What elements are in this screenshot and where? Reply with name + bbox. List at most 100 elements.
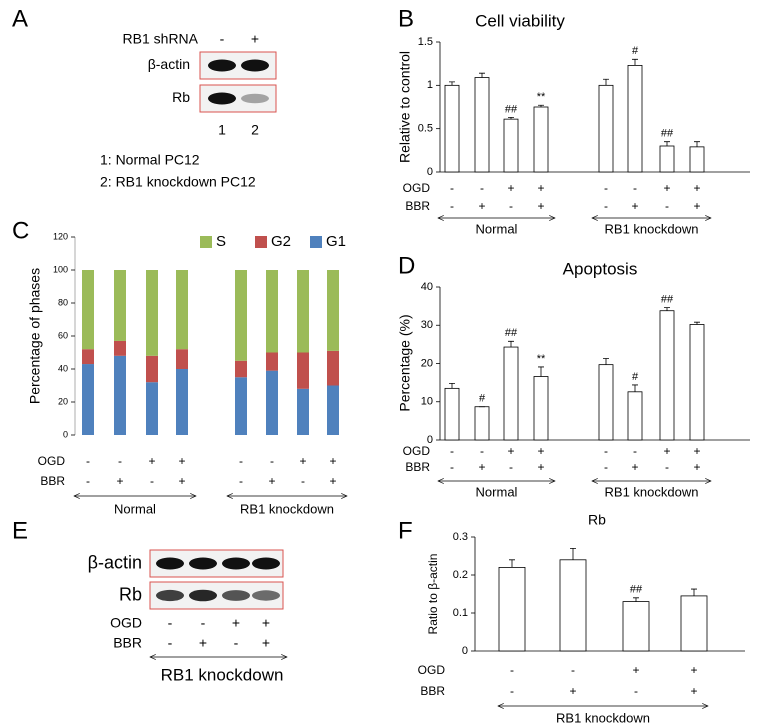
error-bar: [508, 117, 514, 120]
bar-segment: [146, 382, 158, 435]
blot-band: [241, 93, 269, 104]
significance-label: **: [537, 91, 546, 103]
blot-band: [222, 557, 250, 570]
significance-label: ##: [505, 327, 518, 339]
condition-sign: +: [507, 181, 514, 195]
error-bar: [538, 366, 544, 377]
bar-segment: [327, 350, 339, 386]
condition-sign: -: [450, 460, 454, 474]
y-tick-label: 30: [421, 319, 433, 331]
bar-segment: [297, 352, 309, 389]
blot-sign: +: [251, 31, 259, 47]
bar-segment: [114, 340, 126, 356]
condition-sign: +: [148, 454, 155, 468]
blot-row-label: Rb: [119, 584, 142, 604]
condition-sign: +: [478, 199, 485, 213]
condition-sign: -: [480, 444, 484, 458]
condition-sign: +: [329, 454, 336, 468]
group-label: RB1 knockdown: [240, 501, 334, 516]
bar-segment: [82, 364, 94, 435]
condition-sign: +: [268, 474, 275, 488]
significance-label: #: [632, 371, 639, 383]
blot-band: [252, 590, 280, 601]
chart-title: Rb: [588, 512, 606, 528]
bar-segment: [235, 377, 247, 435]
condition-sign: +: [537, 460, 544, 474]
bar: [444, 84, 460, 173]
y-tick-label: 0.5: [418, 123, 433, 135]
condition-sign: -: [509, 199, 513, 213]
bar-segment: [327, 385, 339, 435]
bar: [627, 391, 643, 441]
bar-segment: [82, 270, 94, 350]
panel-letter: C: [12, 217, 29, 244]
blot-note: 1: Normal PC12: [100, 152, 200, 168]
condition-sign: +: [329, 474, 336, 488]
bar-segment: [235, 360, 247, 378]
error-bar: [508, 340, 514, 348]
y-tick-label: 1: [427, 79, 433, 91]
condition-sign: +: [693, 181, 700, 195]
blot-band: [208, 59, 236, 72]
y-axis-label: Ratio to β-actin: [426, 554, 440, 635]
blot-header: RB1 shRNA: [123, 31, 199, 47]
condition-sign: -: [450, 181, 454, 195]
significance-label: ##: [505, 103, 518, 115]
condition-name: BBR: [420, 684, 445, 698]
condition-sign: -: [168, 635, 173, 651]
bar: [498, 567, 526, 652]
significance-label: #: [632, 45, 639, 57]
condition-sign: +: [178, 474, 185, 488]
condition-sign: +: [178, 454, 185, 468]
y-tick-label: 100: [53, 264, 68, 274]
condition-sign: -: [118, 454, 122, 468]
condition-sign: -: [604, 460, 608, 474]
condition-sign: -: [510, 684, 514, 698]
condition-name: BBR: [40, 474, 65, 488]
bar: [444, 387, 460, 441]
bar-segment: [146, 270, 158, 356]
lane-number: 1: [218, 122, 226, 138]
condition-sign: +: [537, 181, 544, 195]
y-tick-label: 60: [58, 330, 68, 340]
condition-sign: +: [537, 444, 544, 458]
group-label: Normal: [476, 484, 518, 499]
bar-segment: [176, 349, 188, 369]
condition-sign: -: [571, 663, 575, 677]
condition-name: OGD: [403, 444, 431, 458]
y-tick-label: 1.5: [418, 36, 433, 48]
blot-band: [156, 589, 184, 602]
y-tick-label: 20: [58, 396, 68, 406]
bar: [680, 595, 708, 652]
error-bar: [694, 321, 700, 325]
blot-sign: -: [220, 31, 225, 47]
blot-band: [189, 589, 217, 602]
significance-label: #: [479, 393, 486, 405]
blot-band: [208, 92, 236, 105]
y-axis-label: Percentage (%): [397, 314, 413, 411]
condition-sign: +: [199, 635, 207, 651]
error-bar: [449, 81, 455, 86]
condition-sign: +: [299, 454, 306, 468]
blot-band: [189, 557, 217, 570]
y-tick-label: 80: [58, 297, 68, 307]
panel-letter: E: [12, 517, 28, 544]
bar: [598, 84, 614, 173]
lane-number: 2: [251, 122, 259, 138]
condition-sign: -: [634, 684, 638, 698]
y-tick-label: 0: [427, 166, 433, 178]
error-bar: [479, 72, 485, 78]
y-tick-label: 0: [63, 429, 68, 439]
condition-sign: -: [86, 474, 90, 488]
y-tick-label: 10: [421, 396, 433, 408]
bar: [474, 77, 490, 173]
condition-sign: -: [604, 181, 608, 195]
condition-name: OGD: [403, 181, 431, 195]
condition-sign: +: [632, 663, 639, 677]
panel-letter: D: [398, 252, 415, 279]
error-bar: [691, 588, 697, 596]
condition-name: OGD: [110, 615, 142, 631]
y-tick-label: 120: [53, 231, 68, 241]
blot-band: [241, 59, 269, 72]
bar-segment: [146, 355, 158, 383]
